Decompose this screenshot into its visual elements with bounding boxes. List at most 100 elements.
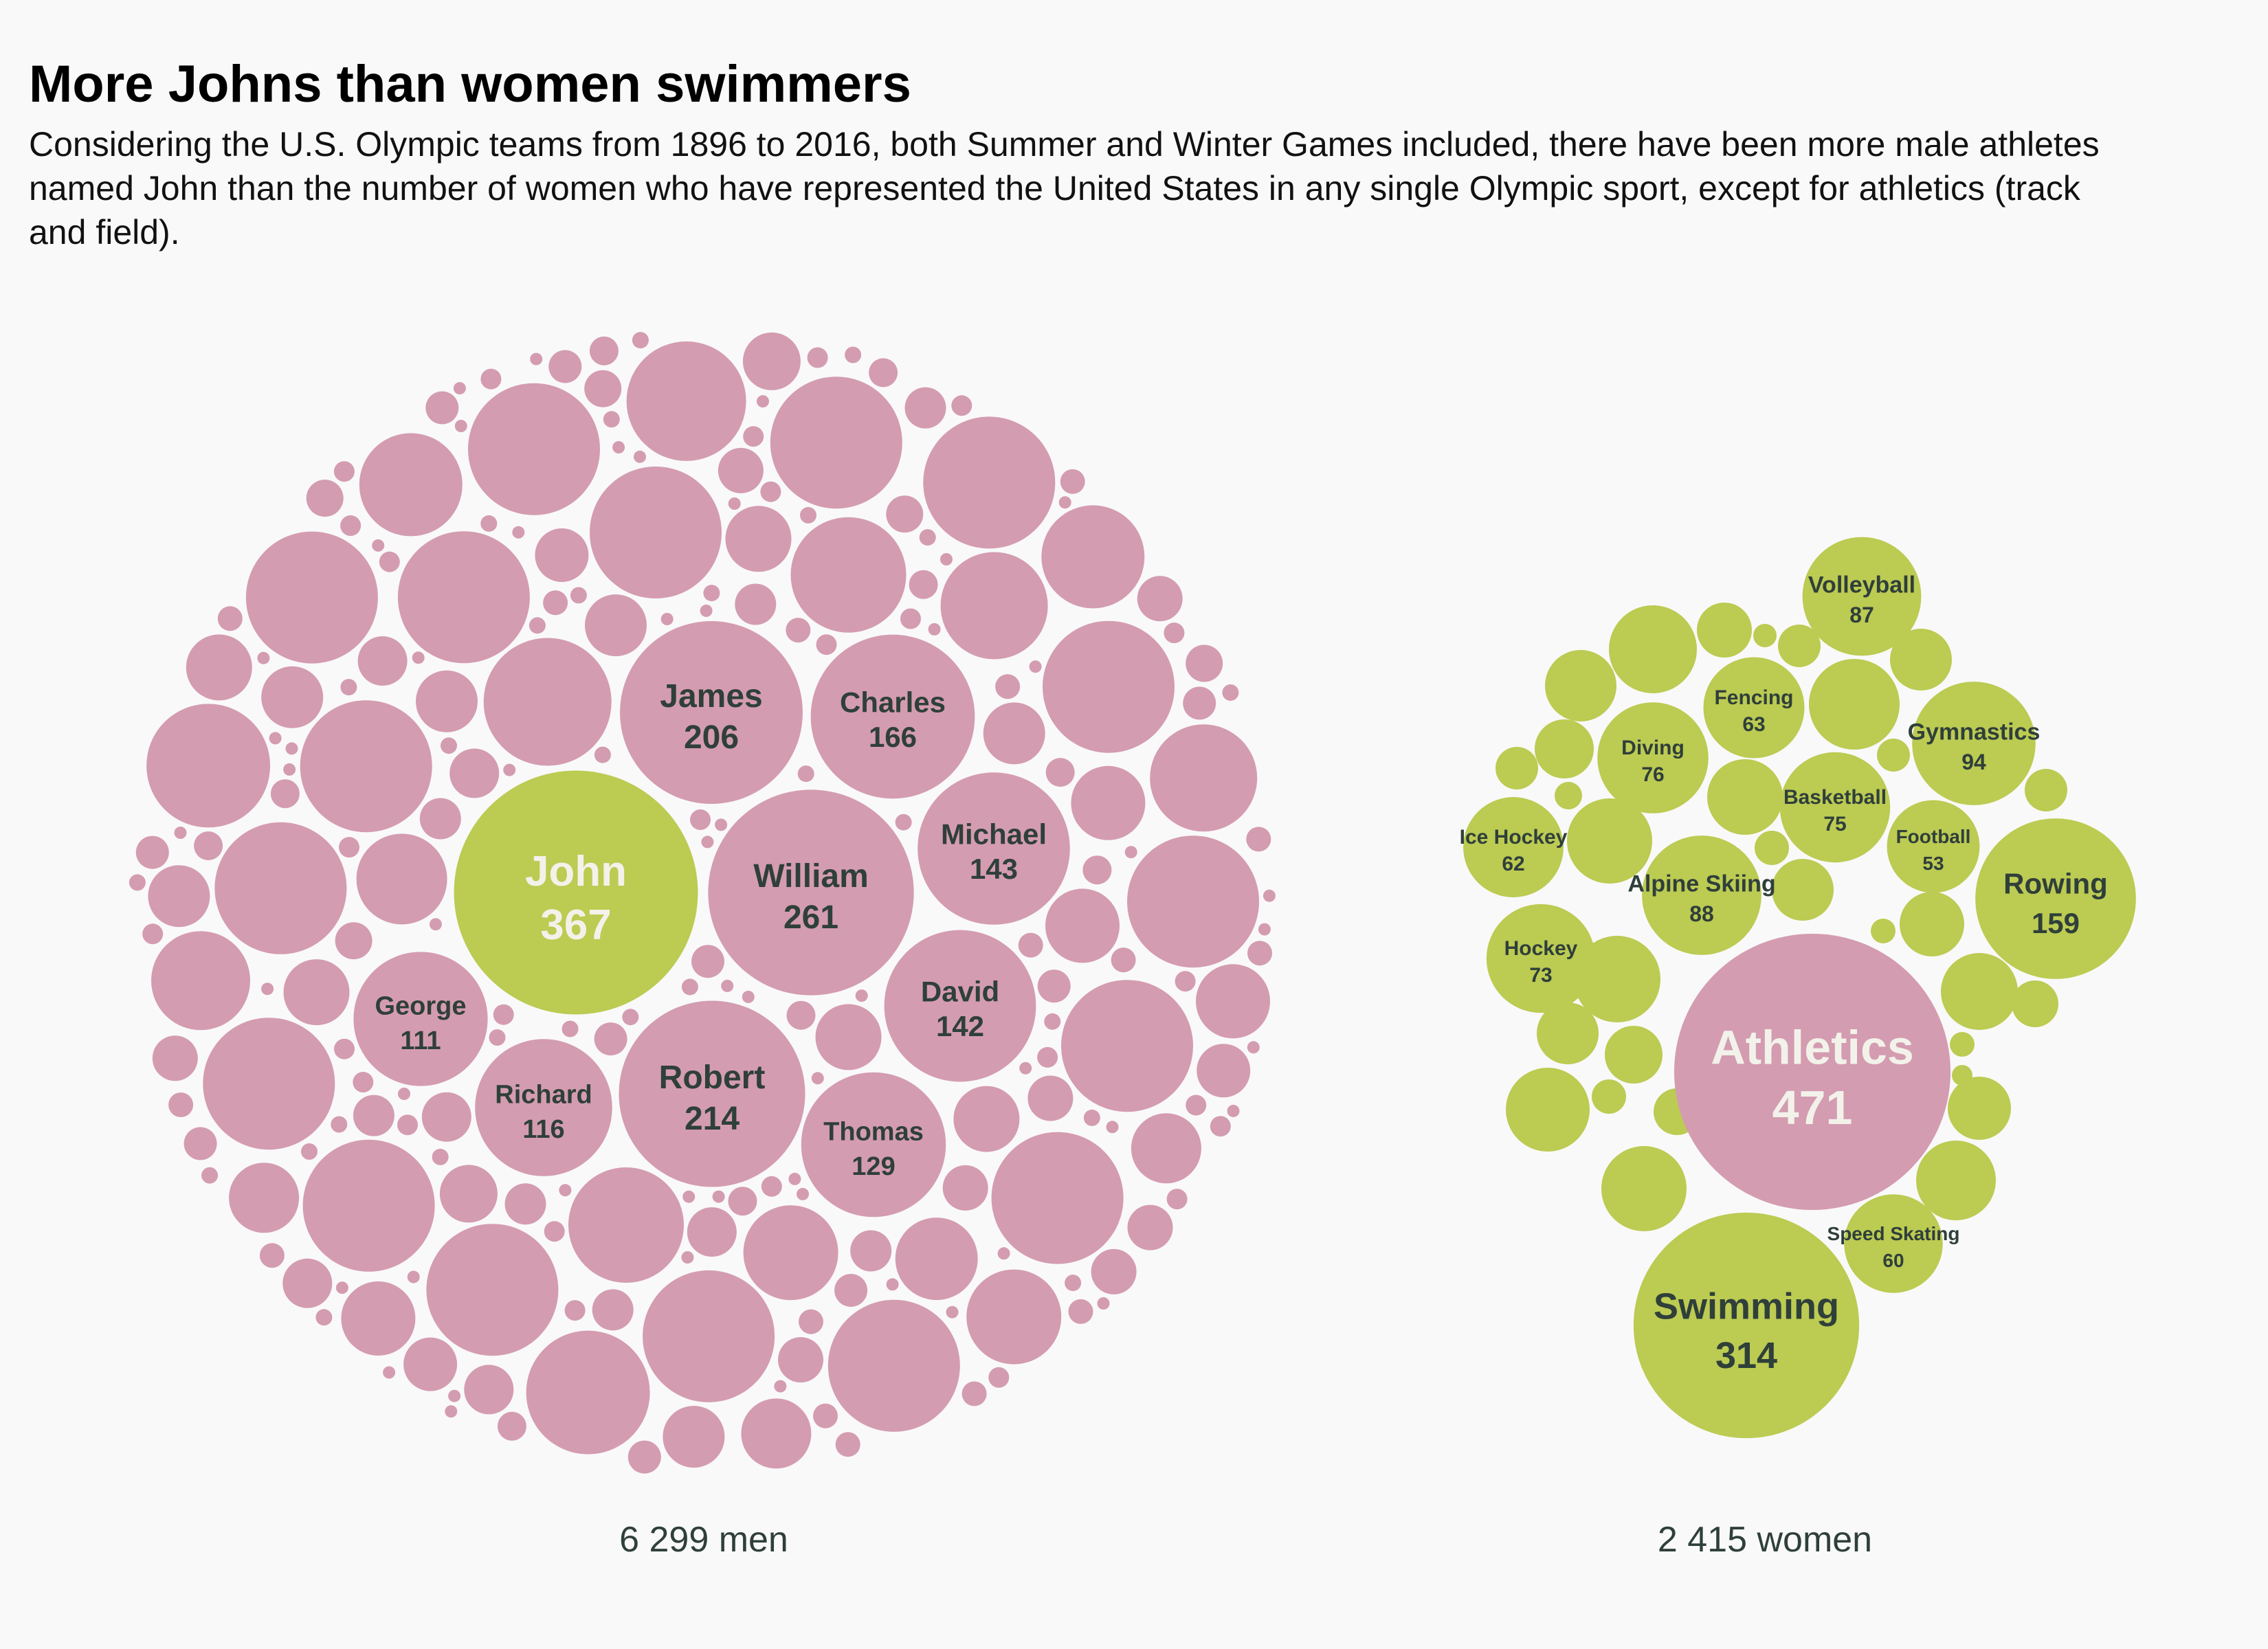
name-bubble: [543, 590, 568, 616]
name-bubble: [301, 1143, 318, 1160]
name-bubble: [682, 1190, 696, 1203]
bubble-value-rowing: 159: [2032, 907, 2080, 939]
name-bubble: [568, 1167, 684, 1283]
name-bubble: [186, 634, 252, 701]
name-bubble: [214, 822, 347, 954]
name-bubble: [1111, 947, 1136, 973]
name-bubble: [909, 570, 938, 599]
name-bubble: [940, 553, 953, 565]
name-bubble: [570, 587, 587, 604]
bubble-james: [620, 621, 803, 804]
name-bubble: [988, 1367, 1010, 1388]
bubble-value-alpine-skiing: 88: [1689, 901, 1714, 926]
name-bubble: [445, 1405, 458, 1418]
name-bubble: [331, 1116, 348, 1133]
name-bubble: [760, 481, 781, 502]
name-bubble: [357, 636, 408, 686]
name-bubble: [691, 945, 724, 978]
sport-bubble: [1877, 739, 1910, 772]
name-bubble: [512, 526, 525, 539]
name-bubble: [886, 495, 924, 533]
name-bubble: [919, 529, 936, 546]
bubble-william: [708, 789, 914, 996]
name-bubble: [589, 336, 619, 366]
name-bubble: [1197, 1044, 1251, 1098]
name-bubble: [544, 1221, 565, 1242]
name-bubble: [703, 585, 720, 602]
name-bubble: [813, 1403, 838, 1428]
name-bubble: [928, 622, 941, 636]
bubble-value-michael: 143: [970, 853, 1018, 885]
name-bubble: [603, 411, 620, 428]
name-bubble: [504, 1183, 546, 1225]
name-bubble: [612, 441, 625, 453]
name-bubble: [774, 1380, 787, 1393]
sport-bubble: [1545, 650, 1616, 721]
name-bubble: [335, 922, 373, 960]
name-bubble: [1091, 1248, 1137, 1294]
name-bubble: [663, 1406, 725, 1468]
sport-bubble: [1871, 919, 1895, 943]
name-bubble: [743, 1205, 838, 1301]
name-bubble: [397, 531, 530, 664]
name-bubble: [416, 670, 478, 732]
name-bubble: [201, 1167, 219, 1184]
sport-bubble: [2012, 980, 2058, 1027]
sport-bubble: [1753, 624, 1777, 647]
name-bubble: [855, 989, 868, 1002]
name-bubble: [1018, 932, 1043, 958]
name-bubble: [632, 332, 649, 349]
name-bubble: [483, 638, 612, 766]
name-bubble: [270, 779, 300, 809]
name-bubble: [454, 420, 467, 432]
sport-bubble: [1574, 936, 1660, 1022]
name-bubble: [1043, 620, 1175, 753]
bubble-value-athletics: 471: [1772, 1081, 1853, 1134]
name-bubble: [283, 763, 296, 776]
name-bubble: [1027, 1075, 1074, 1121]
name-bubble: [786, 1000, 816, 1030]
name-bubble: [194, 831, 223, 860]
name-bubble: [991, 1132, 1124, 1264]
bubble-value-david: 142: [936, 1010, 984, 1042]
bubble-robert: [619, 1000, 805, 1187]
name-bubble: [1166, 1189, 1188, 1210]
sport-bubble: [1506, 1068, 1590, 1152]
name-bubble: [983, 702, 1045, 765]
men-bubble-cluster: John 367 William 261 Robert 214 James 206 Charle…: [129, 332, 1276, 1474]
sport-bubble: [1605, 1026, 1663, 1084]
bubble-george: [353, 952, 488, 1086]
bubble-volleyball: [1802, 537, 1922, 656]
bubble-hockey: [1486, 904, 1596, 1013]
name-bubble: [530, 352, 543, 366]
name-bubble: [203, 1018, 335, 1150]
bubble-label-william: William: [753, 858, 869, 895]
name-bubble: [761, 1176, 782, 1197]
bubble-value-volleyball: 87: [1849, 603, 1874, 627]
bubble-value-hockey: 73: [1529, 964, 1552, 987]
bubble-alpine-skiing: [1642, 835, 1761, 955]
name-bubble: [1183, 686, 1216, 720]
name-bubble: [302, 1139, 435, 1272]
bubble-label-alpine-skiing: Alpine Skiing: [1627, 871, 1775, 897]
name-bubble: [245, 531, 378, 664]
bubble-value-football: 53: [1922, 853, 1944, 874]
name-bubble: [1137, 576, 1183, 622]
bubble-label-ice-hockey: Ice Hockey: [1460, 826, 1568, 849]
sport-bubble: [1601, 1146, 1687, 1231]
name-bubble: [799, 1309, 823, 1334]
name-bubble: [940, 552, 1048, 660]
name-bubble: [489, 1029, 506, 1046]
name-bubble: [815, 1004, 882, 1070]
name-bubble: [359, 433, 463, 537]
name-bubble: [300, 700, 432, 833]
name-bubble: [827, 1299, 960, 1432]
name-bubble: [592, 1289, 634, 1331]
name-bubble: [151, 931, 250, 1031]
bubble-athletics: [1674, 933, 1951, 1211]
name-bubble: [622, 1009, 639, 1026]
name-bubble: [1131, 1113, 1201, 1184]
name-bubble: [468, 383, 600, 515]
name-bubble: [594, 746, 611, 763]
bubble-label-thomas: Thomas: [823, 1117, 924, 1146]
